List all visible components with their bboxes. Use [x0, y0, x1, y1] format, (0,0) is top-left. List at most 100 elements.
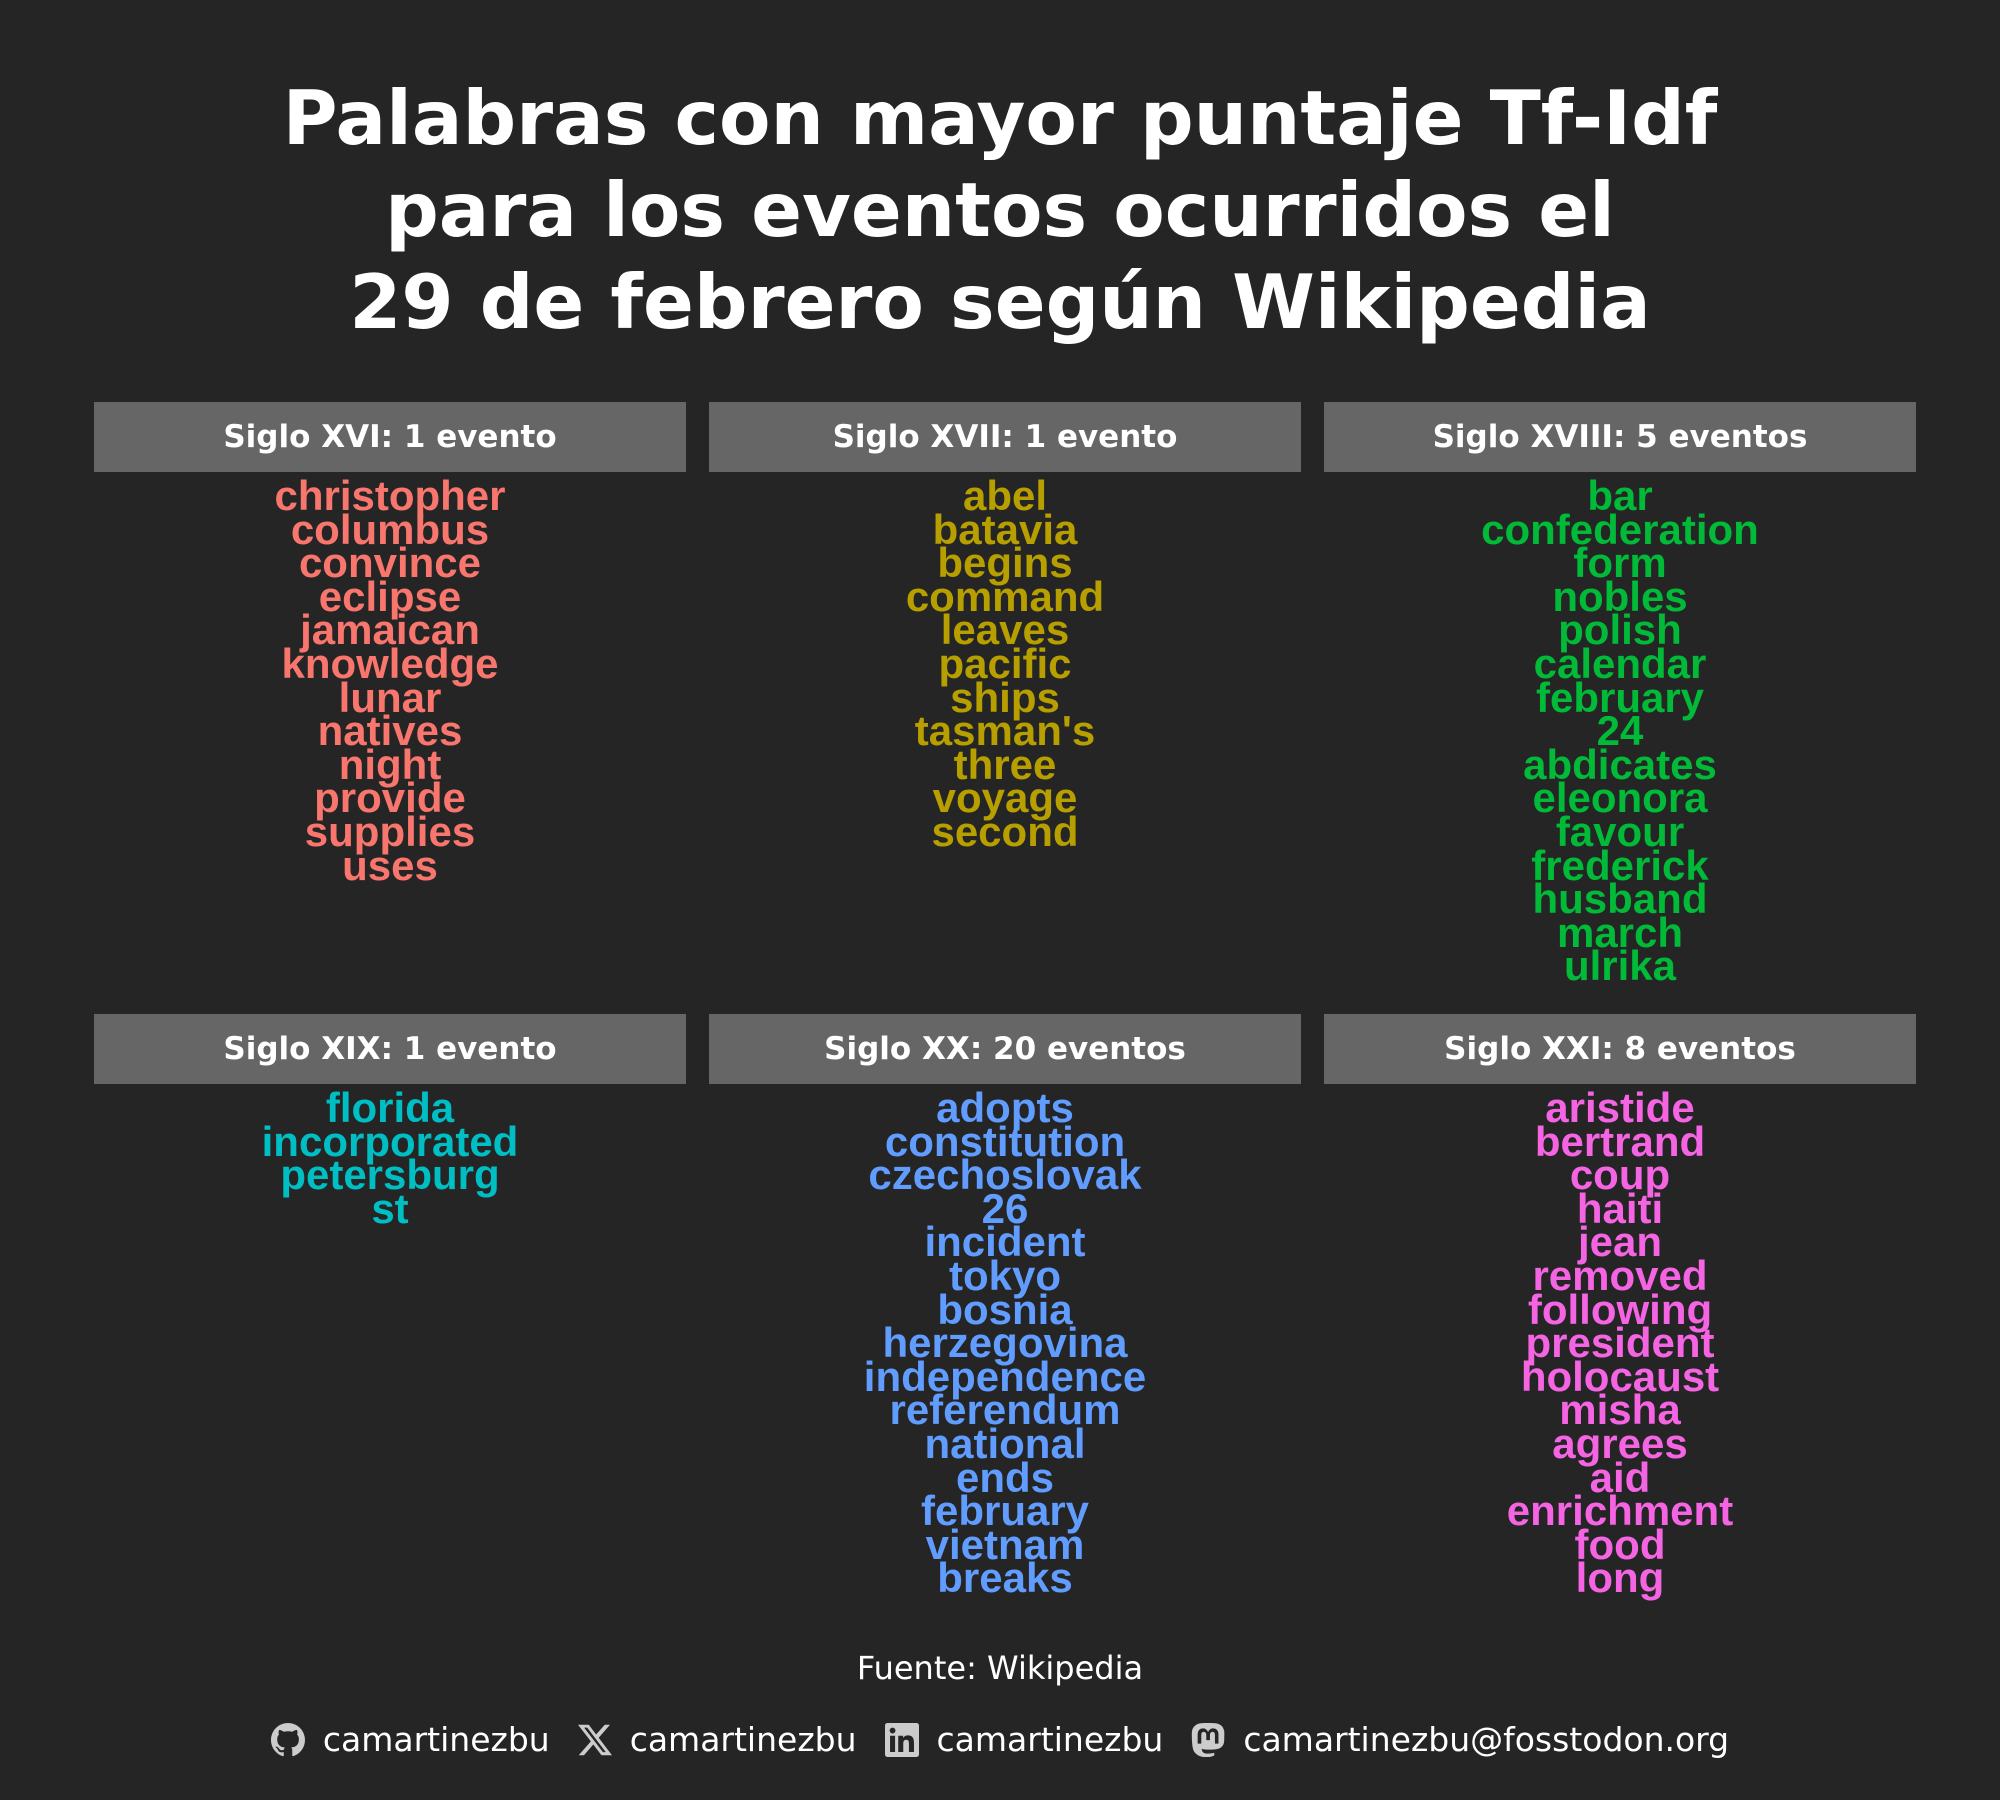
word-label: enrichment — [1506, 1487, 1734, 1535]
github-icon — [270, 1723, 305, 1757]
chart-title: Palabras con mayor puntaje Tf-Idf para l… — [0, 72, 2000, 348]
word-label: ends — [955, 1453, 1055, 1501]
word-label: holocaust — [1520, 1352, 1720, 1400]
word-label: independence — [863, 1352, 1147, 1400]
credit-text: camartinezbu@fosstodon.org — [1243, 1720, 1730, 1759]
facet-strip-label: Siglo XVI: 1 evento — [94, 402, 686, 472]
word-label: tokyo — [948, 1251, 1061, 1299]
word-label: supplies — [304, 807, 476, 855]
word-label: adopts — [936, 1084, 1074, 1131]
word-label: knowledge — [281, 639, 499, 687]
word-label: president — [1525, 1319, 1715, 1367]
title-line: 29 de febrero según Wikipedia — [349, 258, 1651, 346]
word-label: uses — [342, 841, 438, 889]
word-label: st — [371, 1184, 409, 1232]
credit-github[interactable]: camartinezbu — [270, 1718, 550, 1762]
word-label: petersburg — [280, 1151, 500, 1199]
word-label: bar — [1587, 472, 1653, 519]
facet-strip-label: Siglo XVIII: 5 eventos — [1324, 402, 1916, 472]
word-label: march — [1556, 908, 1684, 956]
source-caption: Fuente: Wikipedia — [856, 1649, 1144, 1687]
credit-mastodon[interactable]: camartinezbu@fosstodon.org — [1191, 1718, 1729, 1762]
word-label: batavia — [932, 505, 1078, 553]
word-label: february — [920, 1487, 1090, 1535]
facet-panel-siglo-xvii: Siglo XVII: 1 evento abel batavia begins co… — [709, 402, 1301, 852]
title-line: para los eventos ocurridos el — [385, 166, 1615, 254]
word-label: eleonora — [1532, 774, 1708, 822]
word-label: long — [1575, 1554, 1665, 1602]
word-label: columbus — [290, 505, 490, 553]
word-label: agrees — [1552, 1419, 1688, 1467]
word-list: abel batavia begins command leaves pacific shi… — [709, 472, 1301, 852]
word-label: incorporated — [261, 1117, 519, 1165]
credit-linkedin[interactable]: camartinezbu — [884, 1718, 1164, 1762]
word-label: abdicates — [1523, 740, 1717, 788]
facet-panel-siglo-xviii: Siglo XVIII: 5 eventos bar confederation f… — [1324, 402, 1916, 990]
word-label: following — [1527, 1285, 1713, 1333]
word-label: confederation — [1481, 505, 1759, 553]
x-icon — [577, 1724, 612, 1756]
word-label: tasman's — [914, 707, 1096, 755]
title-line: Palabras con mayor puntaje Tf-Idf — [282, 74, 1718, 162]
facet-strip-label: Siglo XX: 20 eventos — [709, 1014, 1301, 1084]
word-list: christopher columbus convince eclipse jamaic… — [94, 475, 686, 889]
word-label: february — [1535, 673, 1705, 721]
word-label: voyage — [932, 774, 1078, 822]
facet-strip-label: Siglo XVII: 1 evento — [709, 402, 1301, 472]
word-label: ships — [950, 673, 1060, 721]
word-label: bosnia — [937, 1285, 1073, 1333]
word-label: aristide — [1545, 1084, 1695, 1131]
facet-strip-label: Siglo XIX: 1 evento — [94, 1014, 686, 1084]
credit-text: camartinezbu — [936, 1720, 1164, 1759]
word-label: national — [924, 1419, 1086, 1467]
word-label: vietnam — [925, 1520, 1085, 1568]
word-label: command — [905, 572, 1105, 620]
word-list: florida incorporated petersburg st — [94, 1084, 686, 1232]
word-label: abel — [962, 472, 1048, 519]
word-label: husband — [1532, 875, 1708, 923]
word-label: removed — [1532, 1251, 1708, 1299]
word-label: lunar — [338, 673, 442, 721]
word-label: begins — [937, 539, 1073, 587]
credits-bar: camartinezbu camartinezbu camartinezbu c… — [0, 1718, 2000, 1762]
word-label: ulrika — [1563, 942, 1677, 990]
credit-x[interactable]: camartinezbu — [577, 1718, 857, 1762]
word-label: haiti — [1576, 1184, 1664, 1232]
word-label: czechoslovak — [868, 1151, 1142, 1199]
credit-text: camartinezbu — [322, 1720, 550, 1759]
linkedin-icon — [884, 1723, 919, 1757]
word-label: aid — [1589, 1453, 1651, 1501]
word-label: convince — [298, 539, 482, 587]
word-label: florida — [325, 1084, 455, 1131]
word-label: pacific — [938, 639, 1072, 687]
word-label: frederick — [1531, 841, 1709, 889]
word-label: provide — [314, 774, 466, 822]
credit-text: camartinezbu — [629, 1720, 857, 1759]
word-label: herzegovina — [882, 1319, 1128, 1367]
word-label: calendar — [1533, 639, 1707, 687]
word-label: night — [338, 740, 442, 788]
word-label: jamaican — [300, 606, 480, 654]
word-label: leaves — [940, 606, 1070, 654]
word-label: bertrand — [1534, 1117, 1706, 1165]
word-label: misha — [1559, 1386, 1681, 1434]
word-label: three — [953, 740, 1057, 788]
word-list: bar confederation form nobles polish calendar… — [1324, 472, 1916, 990]
word-label: form — [1573, 539, 1667, 587]
word-label: eclipse — [318, 572, 462, 620]
word-label: breaks — [937, 1554, 1073, 1602]
mastodon-icon — [1192, 1723, 1225, 1757]
word-list: aristide bertrand coup haiti jean removed foll… — [1324, 1084, 1916, 1602]
word-label: 26 — [981, 1184, 1029, 1232]
word-label: favour — [1555, 807, 1685, 855]
word-label: food — [1574, 1520, 1666, 1568]
facet-strip-label: Siglo XXI: 8 eventos — [1324, 1014, 1916, 1084]
facet-panel-siglo-xix: Siglo XIX: 1 evento florida incorporated p… — [94, 1014, 686, 1232]
word-label: jean — [1577, 1218, 1663, 1266]
word-label: polish — [1558, 606, 1682, 654]
word-label: natives — [317, 707, 463, 755]
word-label: referendum — [889, 1386, 1121, 1434]
word-label: 24 — [1596, 707, 1644, 755]
word-label: incident — [924, 1218, 1086, 1266]
word-list: adopts constitution czechoslovak 26 incident… — [709, 1084, 1301, 1602]
